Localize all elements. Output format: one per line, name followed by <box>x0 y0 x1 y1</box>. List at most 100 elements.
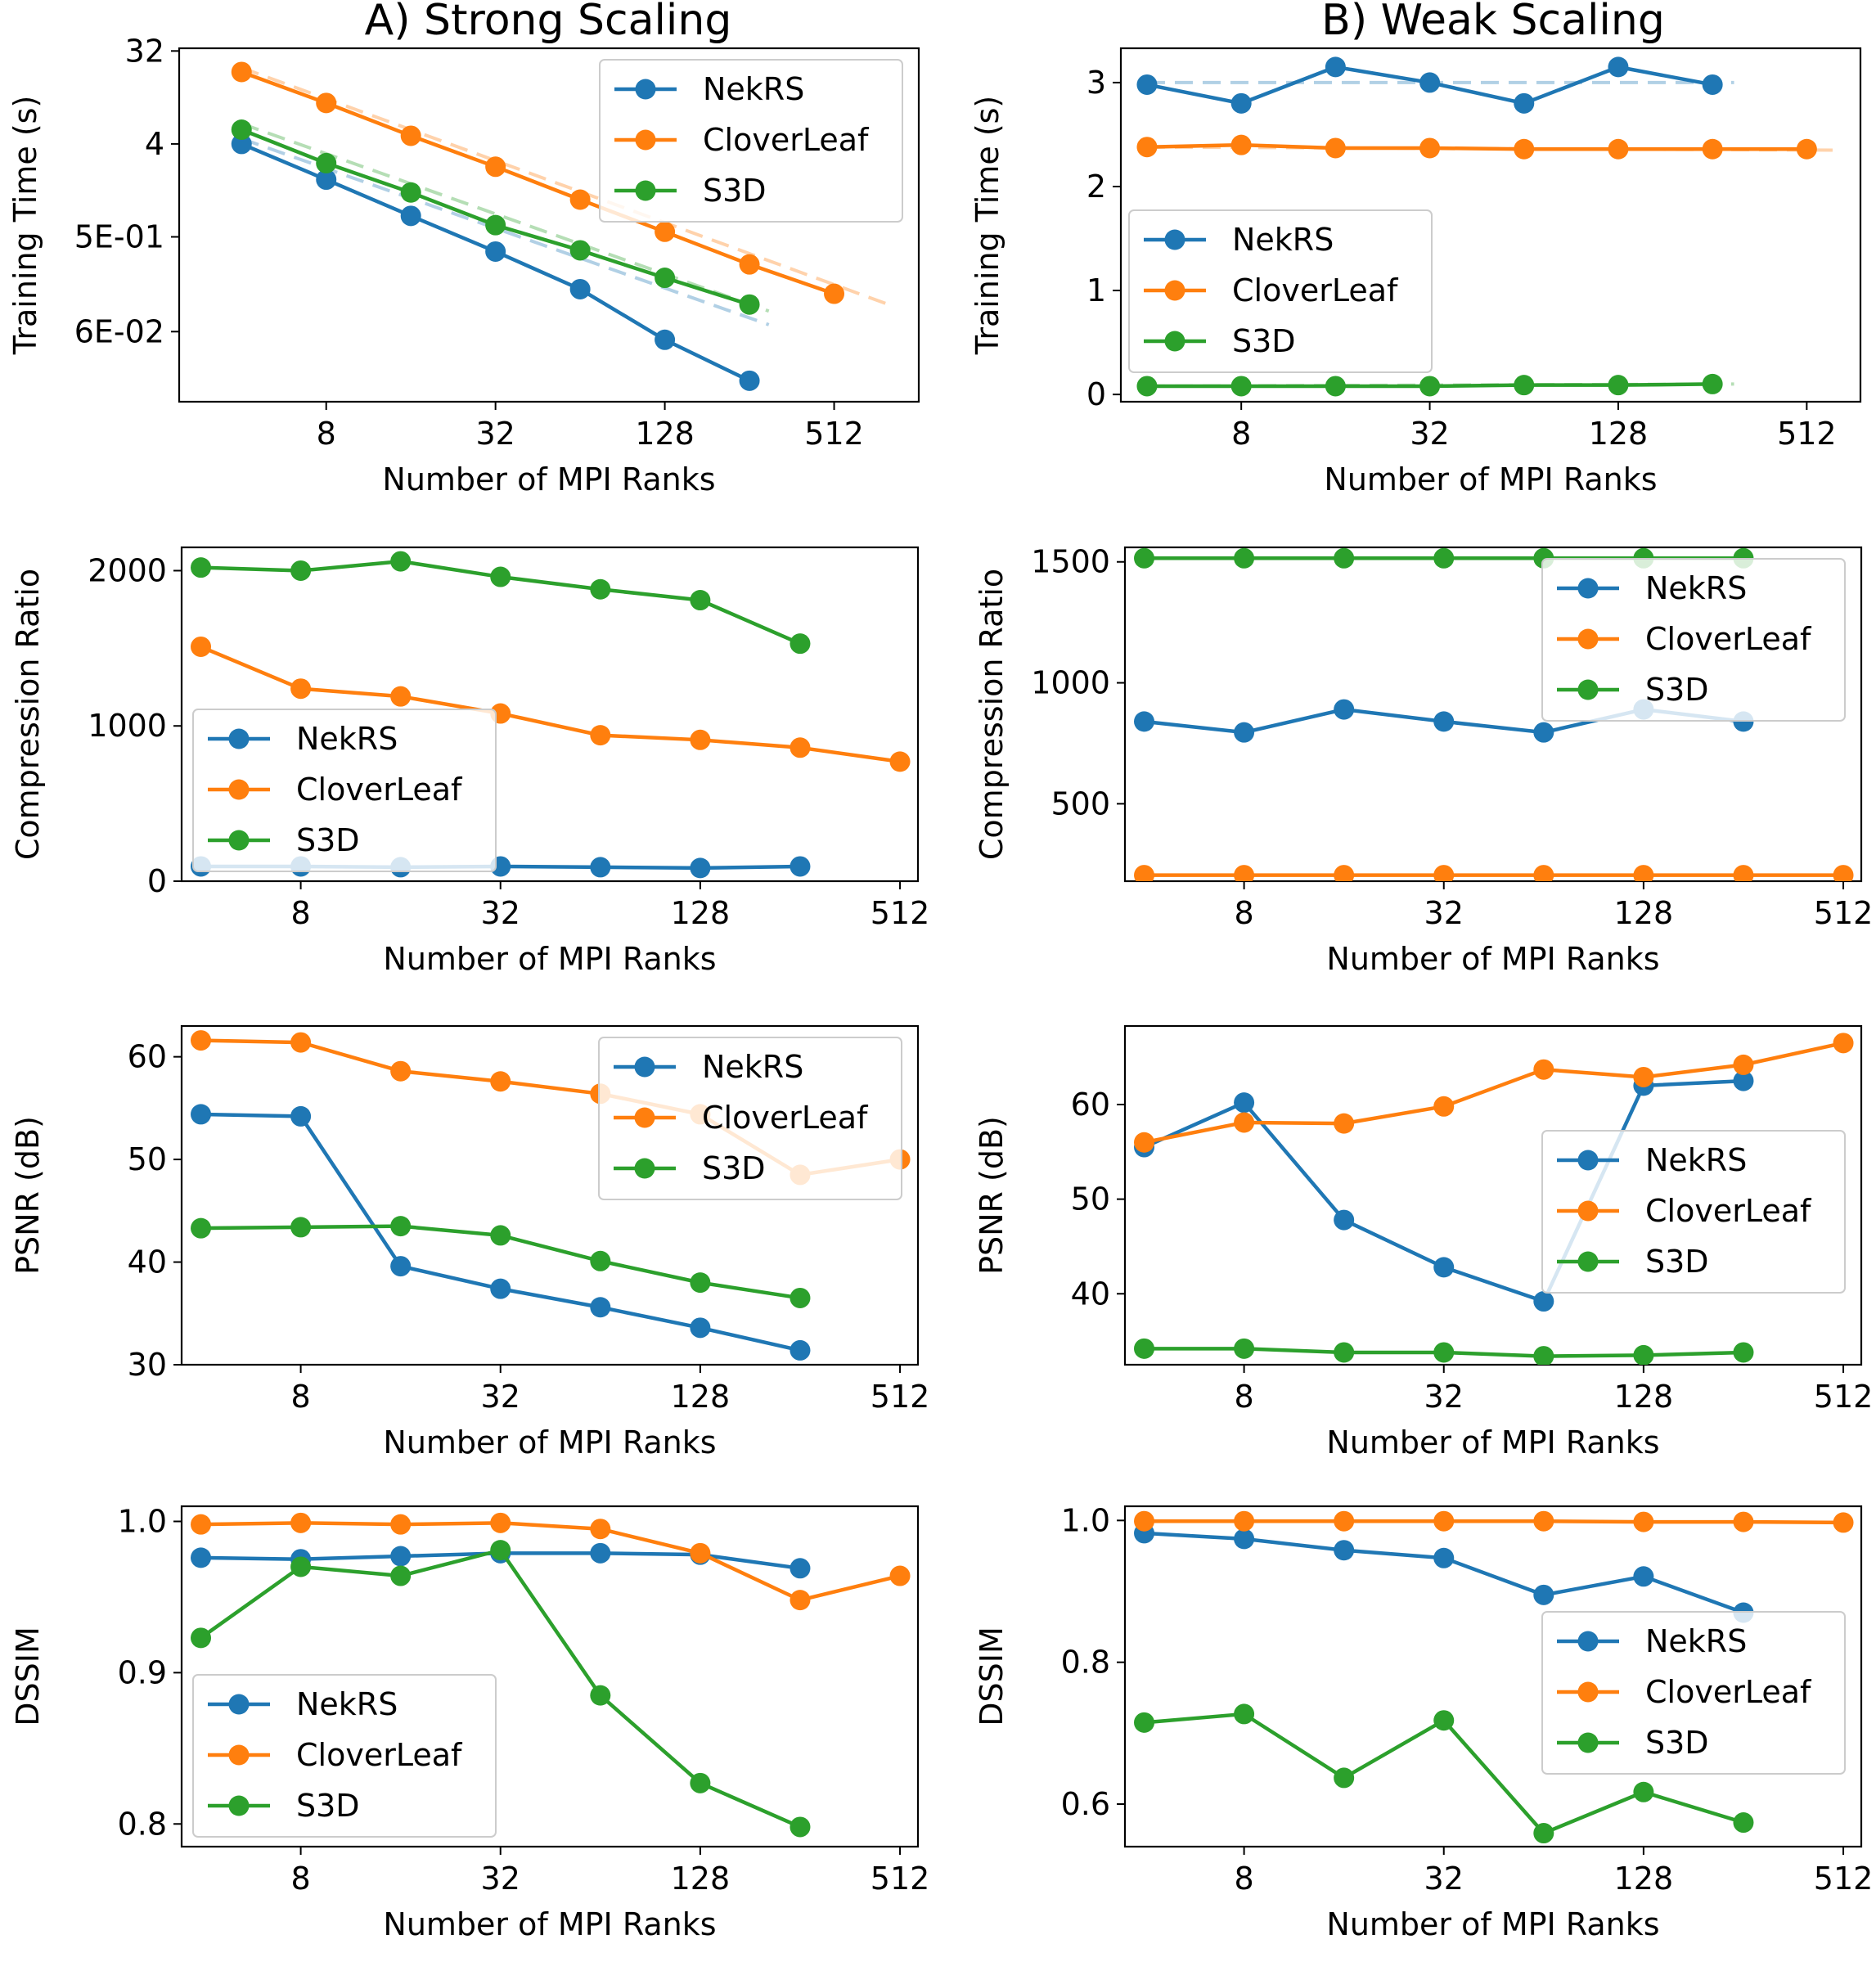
series-line-cloverleaf <box>1142 1519 1846 1525</box>
y-tick-label: 1500 <box>1031 544 1110 580</box>
data-point-cloverleaf <box>490 1071 511 1092</box>
subplot-strong-training: 8 32 128 512 6E-02 5E-01 4 32 Number of MPI Rank… <box>7 33 920 497</box>
data-point-cloverleaf <box>1533 865 1554 881</box>
legend-marker-cloverleaf <box>635 129 656 151</box>
legend-label-nekrs: NekRS <box>703 71 804 107</box>
data-point-s3d <box>390 1216 412 1237</box>
data-point-s3d <box>390 551 412 572</box>
x-tick-label: 8 <box>290 1861 310 1897</box>
data-point-cloverleaf <box>1134 1132 1155 1153</box>
legend-marker-cloverleaf <box>1577 1200 1599 1222</box>
y-tick-label: 5E-01 <box>74 218 164 254</box>
data-point-cloverleaf <box>1134 1510 1155 1532</box>
x-tick-label: 512 <box>871 1861 930 1897</box>
data-point-cloverleaf <box>290 678 312 700</box>
data-point-cloverleaf <box>1234 1510 1255 1532</box>
data-point-cloverleaf <box>824 283 845 304</box>
legend-marker-cloverleaf <box>1164 280 1185 301</box>
legend: NekRS CloverLeaf S3D <box>598 1037 902 1200</box>
data-point-nekrs <box>1433 1257 1455 1278</box>
data-point-nekrs <box>1234 1092 1255 1114</box>
legend-label-nekrs: NekRS <box>702 1049 803 1085</box>
data-point-s3d <box>290 1556 312 1577</box>
plot-area <box>231 61 889 391</box>
data-point-s3d <box>590 578 611 600</box>
data-point-cloverleaf <box>316 92 337 114</box>
x-axis-label: Number of MPI Ranks <box>382 461 715 497</box>
plot-area <box>1136 56 1838 397</box>
data-point-nekrs <box>1334 699 1355 720</box>
x-axis-label: Number of MPI Ranks <box>1326 1906 1659 1942</box>
y-axis-label: Training Time (s) <box>7 96 43 356</box>
x-tick-label: 128 <box>671 1861 731 1897</box>
x-tick-label: 32 <box>1424 1379 1464 1415</box>
data-point-cloverleaf <box>889 751 911 772</box>
data-point-cloverleaf <box>290 1512 312 1533</box>
legend: NekRS CloverLeaf S3D <box>192 1674 497 1838</box>
x-tick-label: 8 <box>317 416 336 452</box>
data-point-cloverleaf <box>1833 1033 1854 1054</box>
y-tick-label: 60 <box>1071 1087 1110 1123</box>
data-point-s3d <box>690 1772 711 1793</box>
data-point-s3d <box>1234 1338 1255 1359</box>
legend-label-s3d: S3D <box>296 1788 360 1824</box>
legend-label-cloverleaf: CloverLeaf <box>296 1737 463 1773</box>
legend-marker-s3d <box>1577 1732 1599 1753</box>
x-tick-label: 8 <box>290 895 310 931</box>
legend: NekRS CloverLeaf S3D <box>1128 209 1433 373</box>
series-line-cloverleaf <box>199 645 902 764</box>
legend-label-s3d: S3D <box>703 173 767 209</box>
subplot-weak-compression: 8 32 128 512 500 1000 1500 Number of MPI Ranks C… <box>974 544 1873 977</box>
data-point-cloverleaf <box>1796 138 1817 160</box>
x-axis-label: Number of MPI Ranks <box>1326 941 1659 977</box>
x-tick-label: 512 <box>871 895 930 931</box>
data-point-s3d <box>1334 1767 1355 1789</box>
data-point-cloverleaf <box>191 1030 212 1051</box>
data-point-s3d <box>485 214 506 236</box>
data-point-cloverleaf <box>485 156 506 178</box>
data-point-s3d <box>1633 1344 1654 1365</box>
x-tick-label: 32 <box>1424 1861 1464 1897</box>
data-point-cloverleaf <box>1334 865 1355 881</box>
axes-frame <box>1123 1505 1863 1848</box>
data-point-cloverleaf <box>1733 1511 1754 1532</box>
data-point-nekrs <box>590 1542 611 1564</box>
data-point-s3d <box>790 1816 811 1838</box>
data-point-cloverleaf <box>1419 137 1441 159</box>
data-point-nekrs <box>590 1297 611 1318</box>
data-point-s3d <box>490 1225 511 1246</box>
data-point-cloverleaf <box>1633 865 1654 881</box>
legend-frame <box>1541 1130 1846 1294</box>
data-point-nekrs <box>191 1104 212 1125</box>
data-point-cloverleaf <box>739 254 760 275</box>
data-point-nekrs <box>1633 1566 1654 1587</box>
data-point-cloverleaf <box>1433 865 1455 881</box>
y-tick-label: 50 <box>128 1141 167 1177</box>
data-point-cloverleaf <box>1702 138 1723 160</box>
legend-label-nekrs: NekRS <box>1645 1623 1747 1659</box>
data-point-cloverleaf <box>1230 134 1252 155</box>
data-point-cloverleaf <box>1533 1059 1554 1080</box>
subplot-weak-psnr: 8 32 128 512 40 50 60 Number of MPI Ranks PSNR (… <box>974 1024 1873 1460</box>
data-point-s3d <box>490 1540 511 1561</box>
x-tick-label: 8 <box>1231 416 1251 452</box>
x-axis-label: Number of MPI Ranks <box>383 1906 716 1942</box>
series-line-cloverleaf <box>240 70 836 296</box>
data-point-s3d <box>490 566 511 587</box>
legend-marker-nekrs <box>228 728 250 749</box>
y-tick-label: 60 <box>128 1039 167 1075</box>
data-point-nekrs <box>590 857 611 878</box>
legend-marker-nekrs <box>634 1056 655 1078</box>
y-tick-label: 1 <box>1086 272 1106 308</box>
x-tick-label: 32 <box>481 895 520 931</box>
axes-frame <box>1119 47 1862 403</box>
legend: NekRS CloverLeaf S3D <box>1541 1611 1846 1775</box>
subplot-weak-dssim: 8 32 128 512 0.6 0.8 1.0 Number of MPI Ranks DSS… <box>974 1502 1873 1942</box>
x-tick-label: 8 <box>1234 1379 1253 1415</box>
legend-label-cloverleaf: CloverLeaf <box>1645 1674 1812 1710</box>
legend-marker-cloverleaf <box>1577 628 1599 650</box>
data-point-s3d <box>1733 1812 1754 1834</box>
data-point-cloverleaf <box>191 636 212 657</box>
data-point-cloverleaf <box>1334 1113 1355 1134</box>
